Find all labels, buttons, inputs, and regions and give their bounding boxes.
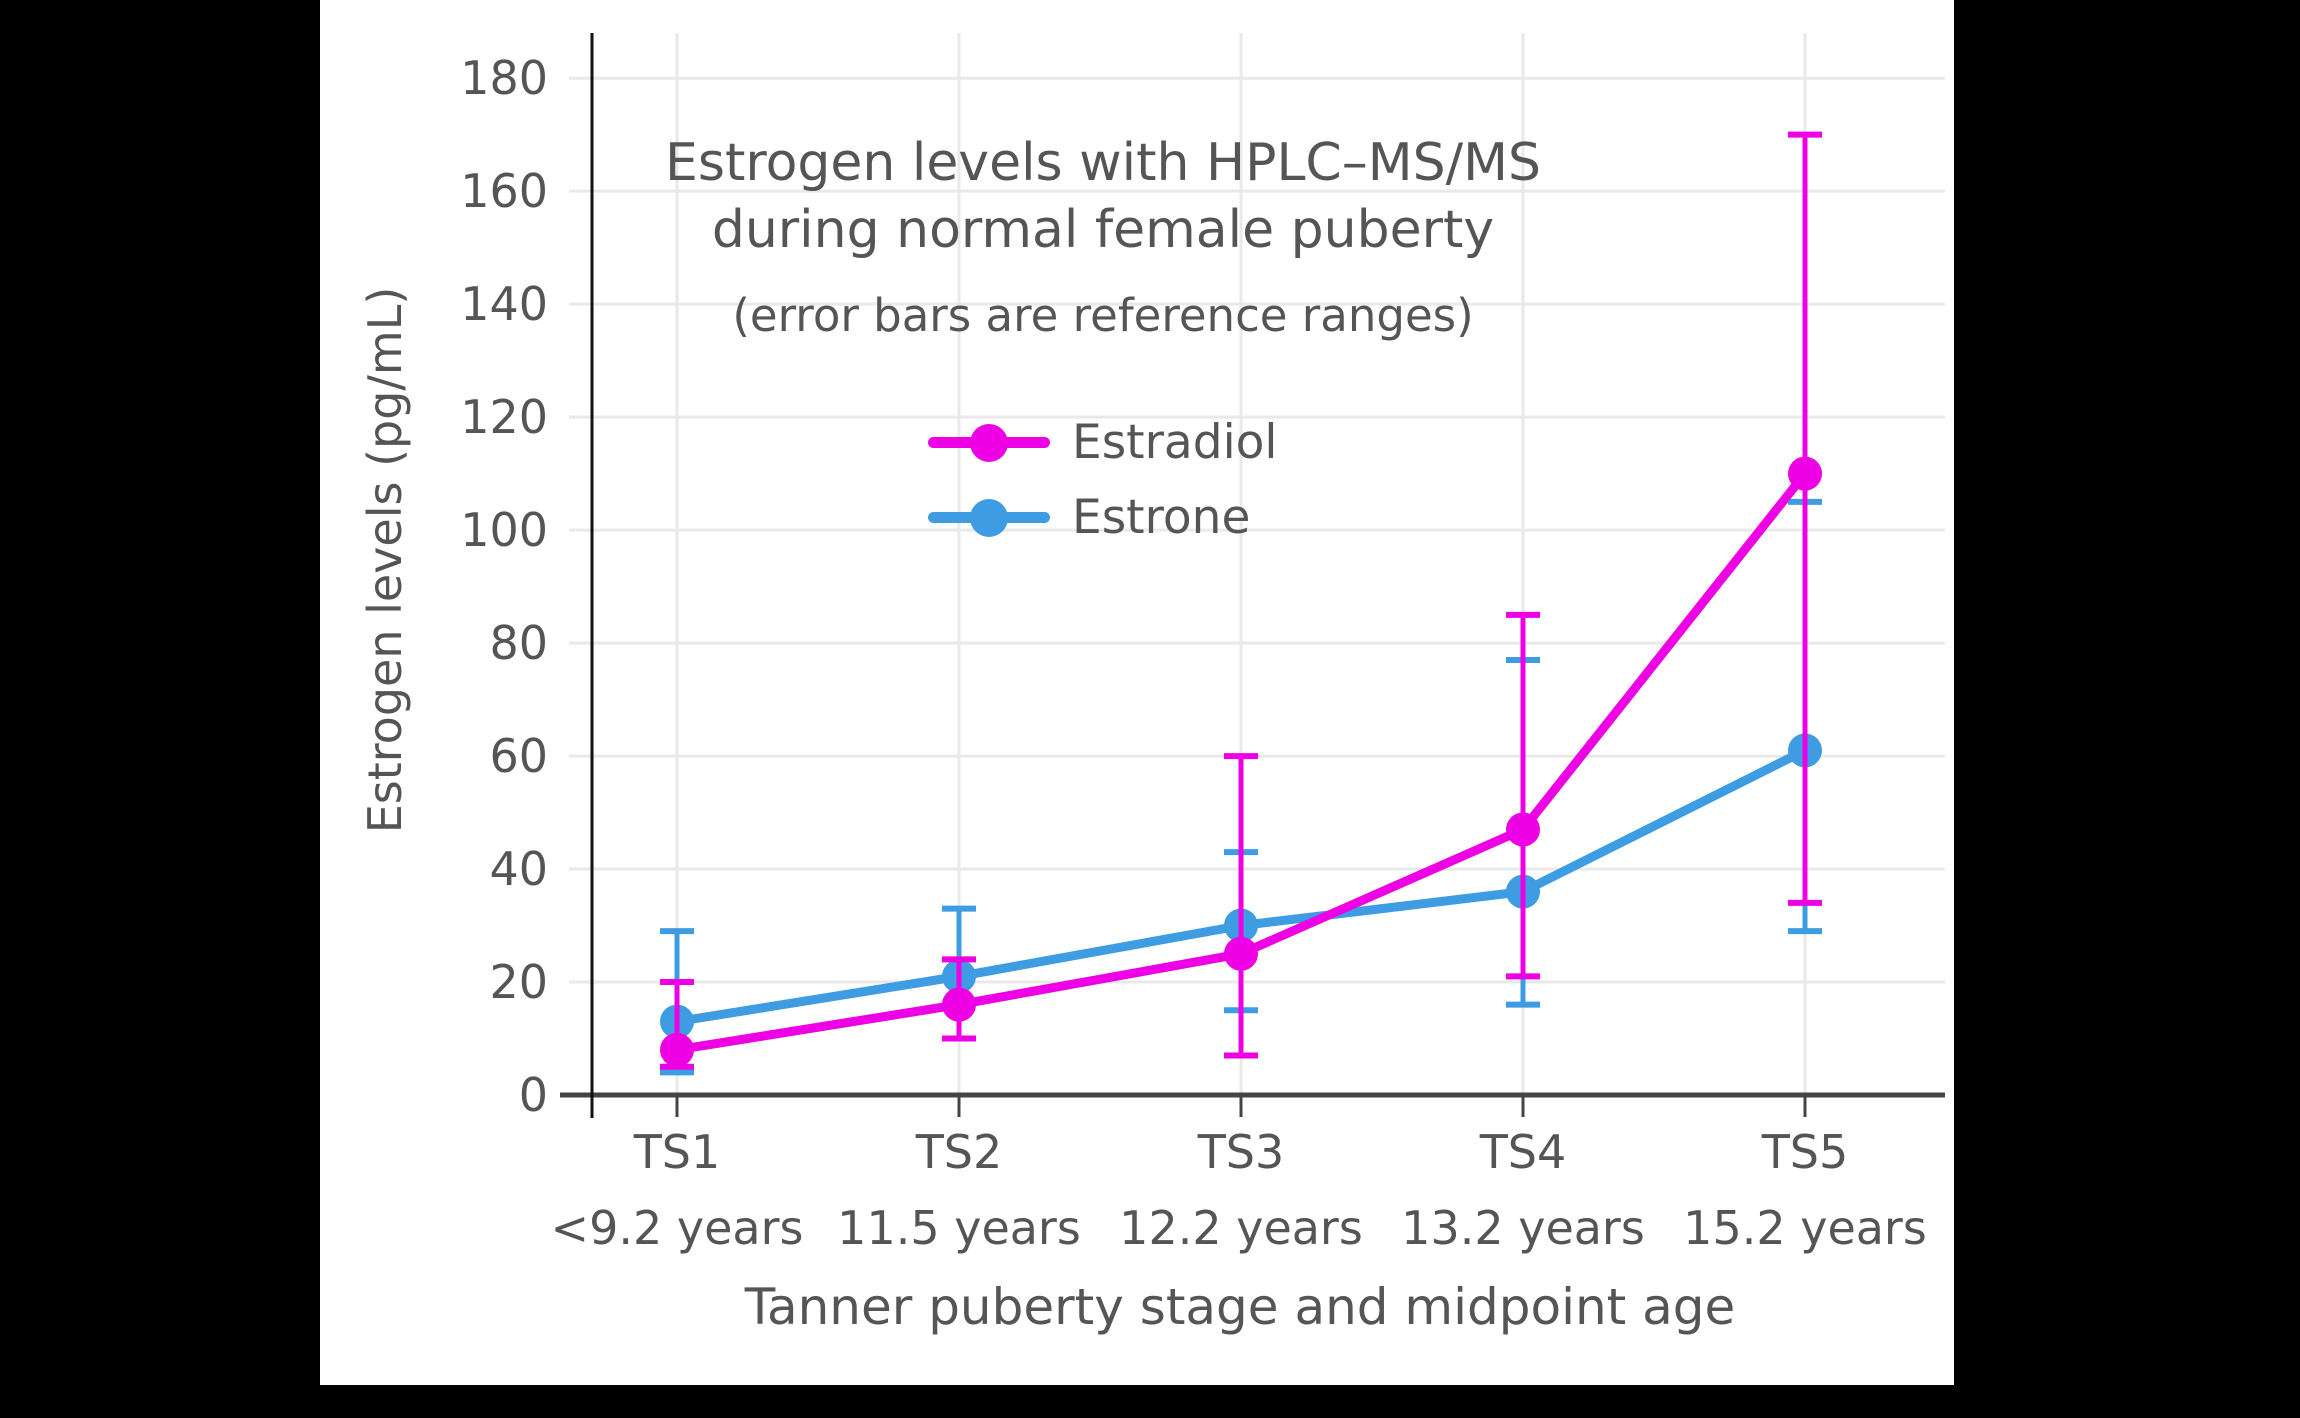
x-tick-label: TS4 [1479, 1125, 1567, 1179]
y-tick-label: 60 [489, 729, 548, 783]
x-tick-label: TS5 [1761, 1125, 1849, 1179]
y-tick-label: 0 [519, 1068, 548, 1122]
data-point-estradiol [942, 987, 976, 1022]
x-age-label: 15.2 years [1683, 1201, 1927, 1255]
y-tick-label: 140 [460, 277, 548, 331]
legend: Estradiol Estrone [928, 405, 1277, 555]
y-tick-label: 180 [460, 51, 548, 105]
x-age-label: 12.2 years [1119, 1201, 1363, 1255]
x-tick-label: TS1 [633, 1125, 721, 1179]
y-tick-label: 100 [460, 503, 548, 557]
estrone-line-marker-icon [928, 498, 1050, 537]
y-tick-label: 80 [489, 616, 548, 670]
x-age-label: 13.2 years [1401, 1201, 1645, 1255]
chart-title-line2: during normal female puberty [711, 199, 1495, 260]
y-tick-label: 20 [489, 955, 548, 1009]
x-age-label: <9.2 years [551, 1201, 804, 1255]
legend-item-estradiol: Estradiol [928, 405, 1277, 480]
estradiol-dot-icon [970, 423, 1008, 462]
data-point-estradiol [1506, 812, 1540, 847]
chart-title: Estrogen levels with HPLC–MS/MS during n… [665, 130, 1541, 263]
y-tick-label: 160 [460, 164, 548, 218]
estrone-dot-icon [970, 498, 1008, 537]
chart-canvas: 0 20 40 60 80 100 120 140 160 180 TS1 <9.2 years TS2… [460, 33, 1945, 1255]
y-axis-title: Estrogen levels (pg/mL) [358, 286, 412, 834]
legend-label-estrone: Estrone [1072, 490, 1251, 545]
chart-panel: 0 20 40 60 80 100 120 140 160 180 TS1 <9.2 years TS2… [320, 0, 1954, 1385]
legend-label-estradiol: Estradiol [1072, 415, 1278, 470]
data-point-estradiol [1224, 936, 1258, 971]
chart-subtitle: (error bars are reference ranges) [732, 289, 1474, 342]
data-point-estradiol [660, 1032, 694, 1067]
x-axis-title: Tanner puberty stage and midpoint age [744, 1278, 1736, 1336]
data-point-estradiol [1788, 456, 1822, 491]
x-age-label: 11.5 years [837, 1201, 1081, 1255]
x-tick-label: TS2 [915, 1125, 1003, 1179]
estradiol-line-marker-icon [928, 423, 1050, 462]
chart-title-line1: Estrogen levels with HPLC–MS/MS [664, 133, 1542, 193]
y-tick-label: 40 [489, 842, 548, 896]
y-tick-label: 120 [460, 390, 548, 444]
x-tick-label: TS3 [1197, 1125, 1285, 1179]
legend-item-estrone: Estrone [928, 480, 1277, 555]
